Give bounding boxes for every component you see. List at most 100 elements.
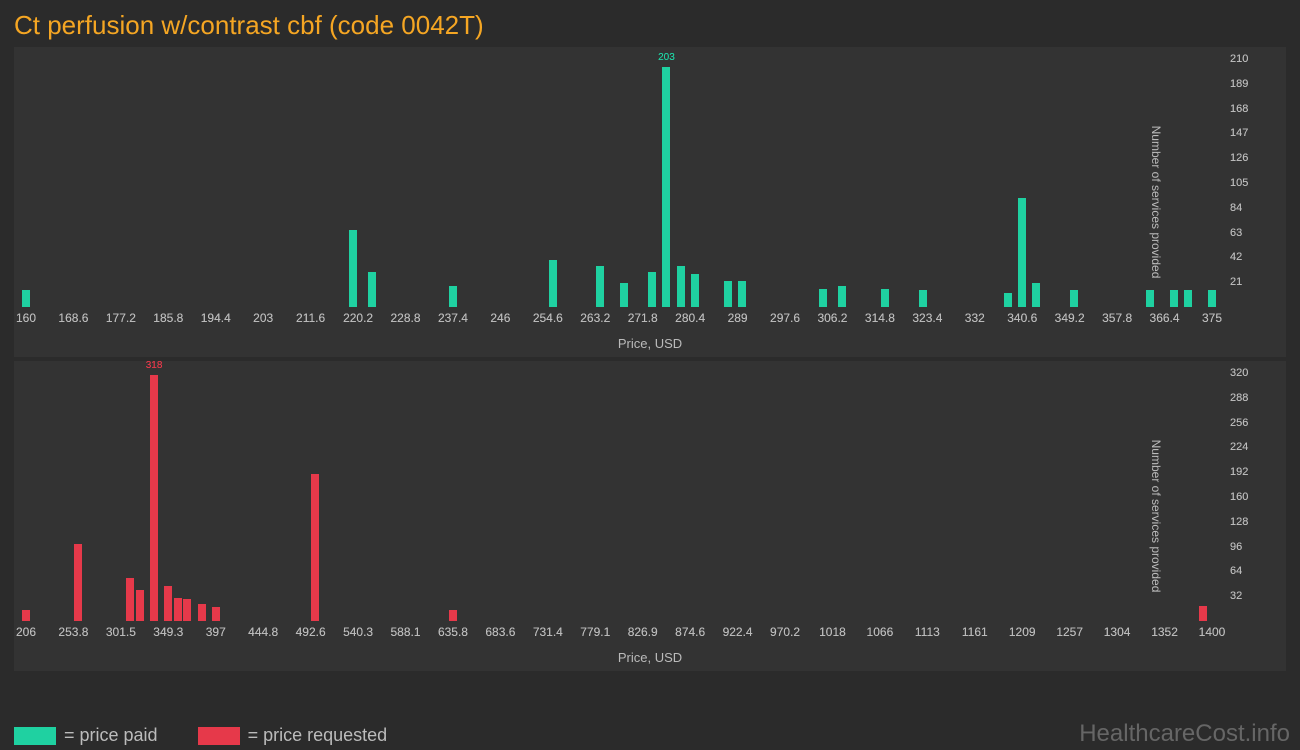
x-tick: 301.5 [106,625,136,639]
x-tick: 177.2 [106,311,136,325]
y-tick: 224 [1230,441,1248,453]
plot-area-paid: 203203 [22,59,1216,307]
legend-item-paid: = price paid [14,725,158,746]
legend-label-requested: = price requested [248,725,388,746]
histogram-bar [126,578,134,621]
histogram-bar [1146,290,1154,307]
histogram-bar [881,289,889,307]
histogram-bar [1170,290,1178,307]
x-axis-label-requested: Price, USD [618,650,682,665]
x-axis-requested: 206253.8301.5349.3397444.8492.6540.3588.… [22,623,1216,643]
histogram-bar [174,598,182,621]
x-tick: 185.8 [153,311,183,325]
y-axis-label-paid: Number of services provided [1149,126,1163,279]
x-axis-paid: 160168.6177.2185.8194.4203211.6220.2228.… [22,309,1216,329]
y-tick: 21 [1230,276,1242,288]
x-tick: 366.4 [1150,311,1180,325]
x-tick: 731.4 [533,625,563,639]
x-tick: 271.8 [628,311,658,325]
y-tick: 84 [1230,202,1242,214]
legend-swatch-requested [198,727,240,745]
x-tick: 246 [490,311,510,325]
x-tick: 444.8 [248,625,278,639]
x-tick: 168.6 [58,311,88,325]
x-tick: 194.4 [201,311,231,325]
histogram-bar [368,272,376,307]
x-tick: 160 [16,311,36,325]
x-tick: 779.1 [580,625,610,639]
histogram-bar [349,230,357,307]
histogram-bar [198,604,206,621]
legend-label-paid: = price paid [64,725,158,746]
histogram-bar [1018,198,1026,307]
histogram-bar [164,586,172,621]
y-tick: 128 [1230,516,1248,528]
histogram-bar [212,607,220,621]
histogram-bar [449,286,457,307]
x-tick: 1018 [819,625,846,639]
chart-panel-requested: 318318 206253.8301.5349.3397444.8492.654… [14,361,1286,671]
x-tick: 1257 [1056,625,1083,639]
histogram-bar [549,260,557,307]
x-tick: 289 [728,311,748,325]
histogram-bar [449,610,457,621]
chart-title: Ct perfusion w/contrast cbf (code 0042T) [0,0,1300,47]
y-axis-label-requested: Number of services provided [1149,440,1163,593]
y-tick: 288 [1230,392,1248,404]
x-tick: 228.8 [391,311,421,325]
x-tick: 635.8 [438,625,468,639]
histogram-bar [662,67,670,307]
y-tick: 64 [1230,565,1242,577]
y-tick: 96 [1230,541,1242,553]
x-tick: 211.6 [296,311,325,325]
histogram-bar [1032,283,1040,307]
histogram-bar [1199,606,1207,622]
histogram-bar [1184,290,1192,307]
y-tick: 63 [1230,227,1242,239]
legend-item-requested: = price requested [198,725,388,746]
x-tick: 237.4 [438,311,468,325]
x-tick: 1352 [1151,625,1178,639]
x-tick: 263.2 [580,311,610,325]
histogram-bar [22,610,30,621]
x-tick: 349.2 [1055,311,1085,325]
y-axis-requested: 3264961281601922242562883203264961281601… [1226,373,1286,621]
y-tick: 210 [1230,53,1248,65]
histogram-bar [1070,290,1078,307]
x-tick: 826.9 [628,625,658,639]
histogram-bar [838,286,846,307]
x-tick: 1066 [867,625,894,639]
plot-area-requested: 318318 [22,373,1216,621]
x-tick: 492.6 [296,625,326,639]
histogram-bar [819,289,827,307]
histogram-bar [74,544,82,622]
x-tick: 297.6 [770,311,800,325]
x-tick: 540.3 [343,625,373,639]
x-tick: 314.8 [865,311,895,325]
histogram-bar [596,266,604,307]
x-tick: 357.8 [1102,311,1132,325]
histogram-bar [1004,293,1012,307]
bar-value-label: 203 [658,52,675,63]
histogram-bar [724,281,732,307]
y-tick: 189 [1230,78,1248,90]
y-tick: 126 [1230,152,1248,164]
x-tick: 397 [206,625,226,639]
x-tick: 340.6 [1007,311,1037,325]
x-tick: 254.6 [533,311,563,325]
x-tick: 323.4 [912,311,942,325]
x-axis-label-paid: Price, USD [618,336,682,351]
histogram-bar [691,274,699,307]
x-tick: 375 [1202,311,1222,325]
x-tick: 922.4 [723,625,753,639]
x-tick: 1161 [962,625,988,639]
y-tick: 320 [1230,367,1248,379]
x-tick: 588.1 [391,625,421,639]
x-tick: 253.8 [58,625,88,639]
watermark: HealthcareCost.info [1079,720,1290,748]
histogram-bar [919,290,927,307]
x-tick: 203 [253,311,273,325]
x-tick: 306.2 [817,311,847,325]
histogram-bar [620,283,628,307]
y-tick: 147 [1230,127,1248,139]
